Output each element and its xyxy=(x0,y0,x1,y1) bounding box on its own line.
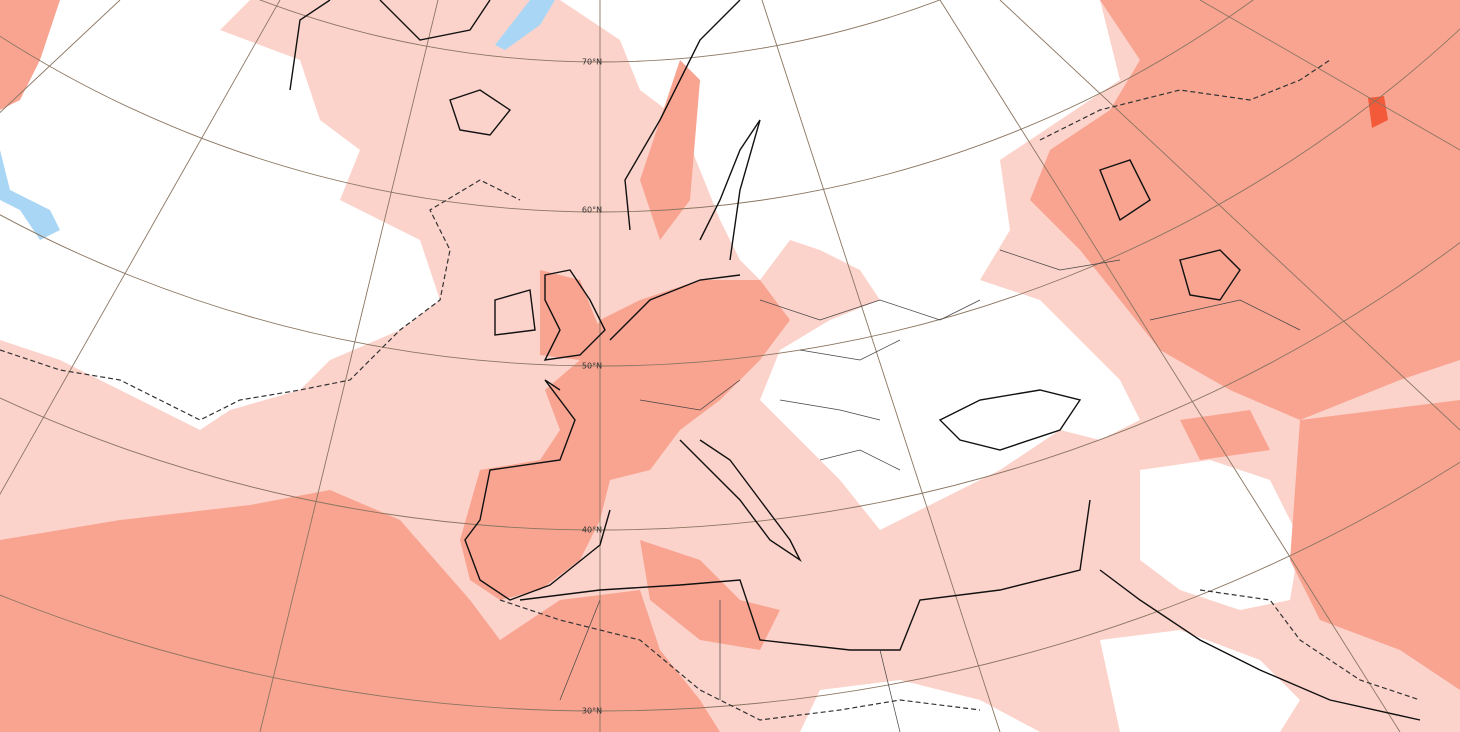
greenland-coast xyxy=(289,0,491,91)
western-europe-coast xyxy=(464,274,741,601)
coastlines xyxy=(289,0,1421,721)
contour xyxy=(1199,589,1421,701)
country-borders xyxy=(559,249,1301,732)
arabia-neutral xyxy=(1100,630,1300,732)
borders xyxy=(559,249,1301,732)
central-asia-warm xyxy=(1290,400,1460,690)
meridian xyxy=(761,0,1001,732)
subtropical-atlantic-warm xyxy=(0,490,720,732)
north-atlantic-neutral xyxy=(0,0,440,430)
iceland-coast xyxy=(449,89,512,136)
contour xyxy=(499,599,981,721)
black-sea-coast xyxy=(938,389,1082,451)
mediterranean-warm xyxy=(640,540,780,650)
middle-east-neutral xyxy=(1140,460,1300,610)
latitude-label: 60°N xyxy=(582,206,602,215)
meridian xyxy=(259,0,439,732)
latitude-label: 30°N xyxy=(582,707,602,716)
meridian xyxy=(1199,0,1460,151)
italy-coast xyxy=(679,439,802,563)
latitude-labels: 70°N 60°N 50°N 40°N 30°N xyxy=(582,58,602,716)
caspian-warm xyxy=(1180,410,1270,460)
svalbard-cold xyxy=(495,0,555,50)
anomaly-contours xyxy=(0,59,1421,721)
latitude-label: 40°N xyxy=(582,526,602,535)
arabia-coast xyxy=(1099,569,1421,721)
meridian xyxy=(0,0,281,496)
meridian xyxy=(0,0,121,114)
norway-warm xyxy=(640,60,700,240)
latitude-label: 50°N xyxy=(582,362,602,371)
latitude-label: 70°N xyxy=(582,58,602,67)
contour xyxy=(0,179,521,421)
cold-anomaly-areas xyxy=(0,0,555,240)
contour xyxy=(1039,59,1331,141)
caspian-coast xyxy=(1099,159,1241,301)
labrador-cold xyxy=(0,150,60,240)
western-europe-warm xyxy=(460,280,790,600)
north-africa-coast xyxy=(519,499,1091,651)
sahara-neutral xyxy=(800,680,1040,732)
meridian xyxy=(939,0,1401,732)
strong-anomaly xyxy=(1368,96,1388,128)
scandinavia-coast xyxy=(624,0,761,261)
british-isles-coast xyxy=(494,269,606,361)
meridian xyxy=(999,0,1460,431)
